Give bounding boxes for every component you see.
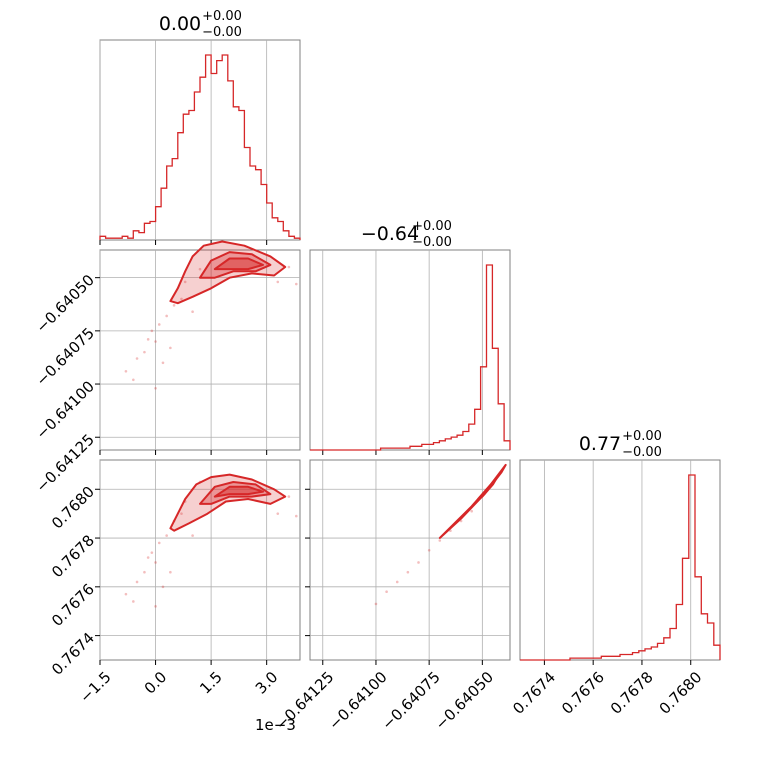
- histogram-step: [520, 474, 721, 661]
- histogram-step: [310, 264, 511, 451]
- sample-point: [385, 590, 388, 594]
- sample-point: [180, 512, 183, 515]
- panel-p0-p1: [95, 240, 301, 455]
- panel-title-plus: +0.00: [202, 9, 242, 24]
- x-offset-label: 1e−3: [255, 716, 296, 734]
- contour-mid: [199, 251, 272, 279]
- sample-point: [406, 570, 410, 574]
- panel-title-value: −0.64: [361, 223, 419, 245]
- panel-p1-p2: [305, 459, 511, 665]
- sample-point: [146, 556, 150, 559]
- sample-point: [154, 561, 157, 564]
- histogram-panel-1-frame: [309, 249, 511, 451]
- sample-point: [154, 605, 157, 608]
- sample-point: [191, 310, 194, 314]
- x-tick-label: −0.64050: [432, 668, 497, 733]
- sample-point: [183, 280, 187, 284]
- sample-point: [417, 561, 420, 564]
- histogram-step: [99, 54, 301, 240]
- y-tick-label: 0.7678: [48, 531, 98, 581]
- contour-inner: [213, 485, 264, 498]
- sample-point: [180, 297, 183, 301]
- x-tick-label: 1.5: [196, 668, 226, 698]
- sample-point: [438, 539, 442, 542]
- sample-point: [154, 340, 157, 343]
- panel-p1-p2-frame: [309, 459, 511, 661]
- sample-point: [294, 514, 298, 518]
- sample-point: [124, 592, 128, 596]
- sample-point: [124, 369, 128, 373]
- y-tick-label: 0.7674: [48, 629, 98, 679]
- sample-point: [132, 378, 135, 382]
- histogram-panel-0-frame: [99, 39, 301, 241]
- sample-point: [169, 346, 172, 350]
- x-tick-label: 0.7678: [607, 668, 657, 718]
- sample-point: [395, 580, 399, 584]
- y-tick-label: 0.7676: [48, 580, 98, 630]
- sample-point: [276, 512, 280, 515]
- panel-title-minus: −0.00: [622, 445, 662, 460]
- x-tick-label: 3.0: [252, 668, 282, 698]
- sample-point: [165, 314, 168, 318]
- sample-point: [135, 357, 139, 360]
- sample-point: [276, 280, 280, 284]
- sample-point: [154, 386, 157, 390]
- sample-point: [150, 551, 154, 554]
- sample-point: [132, 600, 135, 603]
- contour-inner: [213, 257, 264, 271]
- panel-title-minus: −0.00: [202, 25, 242, 40]
- sample-point: [169, 570, 172, 574]
- contour-inner: [477, 476, 499, 500]
- histogram-panel-2: 0.77 +0.00−0.00: [519, 429, 721, 665]
- x-tick-label: 0.7680: [656, 668, 706, 718]
- sample-point: [470, 509, 474, 513]
- y-tick-label: −0.64050: [33, 271, 98, 336]
- sample-point: [198, 267, 202, 271]
- panel-title-minus: −0.00: [412, 235, 452, 250]
- sample-point: [161, 585, 165, 589]
- sample-point: [143, 570, 146, 574]
- sample-point: [157, 541, 161, 545]
- sample-point: [374, 602, 378, 606]
- sample-point: [135, 580, 139, 584]
- sample-point: [427, 548, 431, 552]
- sample-point: [161, 361, 165, 365]
- panel-p0-p2: [95, 459, 301, 665]
- histogram-panel-2-frame: [519, 459, 721, 661]
- sample-point: [146, 338, 150, 341]
- sample-point: [165, 534, 168, 537]
- histogram-panel-1: −0.64+0.00−0.00: [309, 219, 511, 455]
- sample-point: [287, 495, 291, 498]
- panel-title-value: 0.00: [159, 13, 201, 35]
- sample-point: [143, 350, 146, 354]
- x-tick-label: −1.5: [76, 668, 114, 706]
- panel-title-value: 0.77: [579, 433, 621, 455]
- sample-point: [150, 329, 154, 333]
- sample-point: [287, 265, 291, 269]
- sample-point: [294, 282, 298, 286]
- sample-point: [172, 304, 176, 307]
- y-tick-label: 0.7680: [48, 483, 98, 533]
- panel-title-plus: +0.00: [412, 219, 452, 234]
- contour-outer: [438, 463, 507, 539]
- histogram-panel-0: 0.00 +0.00−0.00: [99, 9, 301, 245]
- panel-title-plus: +0.00: [622, 429, 662, 444]
- sample-point: [191, 534, 194, 537]
- sample-point: [157, 323, 161, 326]
- x-tick-label: 0.7676: [558, 668, 608, 718]
- x-tick-label: 0.7674: [509, 668, 559, 718]
- x-tick-label: 0.0: [141, 668, 171, 698]
